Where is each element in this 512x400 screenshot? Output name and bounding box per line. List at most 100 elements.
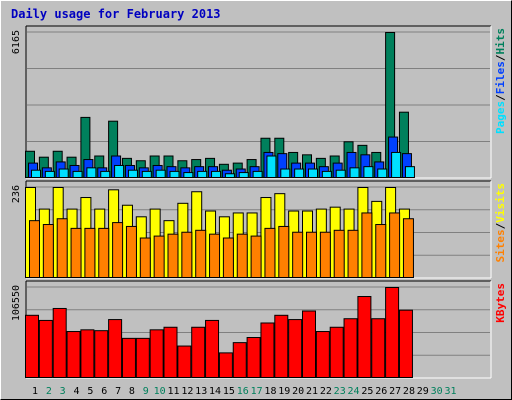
legend-separator: / <box>494 222 507 229</box>
x-axis-label-day-7: 7 <box>115 386 121 397</box>
bar-sites-day-19 <box>278 225 290 278</box>
x-axis-label-day-12: 12 <box>181 386 193 397</box>
bar-pages-day-17 <box>252 170 263 178</box>
x-axis-label-day-30: 30 <box>431 386 443 397</box>
bar-pages-day-2 <box>44 170 55 178</box>
bar-kbytes-day-18 <box>260 322 275 378</box>
x-axis-label-day-23: 23 <box>334 386 346 397</box>
x-axis-label-day-21: 21 <box>306 386 318 397</box>
bar-sites-day-1 <box>29 220 40 278</box>
bar-sites-day-28 <box>402 218 414 278</box>
bar-pages-day-1 <box>31 169 41 178</box>
bar-pages-day-16 <box>238 172 249 179</box>
bar-sites-day-9 <box>139 237 151 278</box>
x-axis-label-day-17: 17 <box>251 386 263 397</box>
x-axis-label-day-31: 31 <box>444 386 456 397</box>
x-axis-label-day-6: 6 <box>101 386 107 397</box>
x-axis-label-day-18: 18 <box>264 386 276 397</box>
bar-pages-day-9 <box>141 170 152 178</box>
bar-kbytes-day-26 <box>371 318 386 378</box>
x-axis-label-day-28: 28 <box>403 386 415 397</box>
bar-sites-day-5 <box>84 227 96 278</box>
bar-sites-day-11 <box>167 233 179 279</box>
y-axis-max-label: 236 <box>11 185 22 203</box>
bar-kbytes-day-21 <box>302 310 316 378</box>
x-axis-label-day-2: 2 <box>46 386 52 397</box>
x-axis-label-day-9: 9 <box>143 386 149 397</box>
bar-pages-day-11 <box>169 170 180 178</box>
x-axis-label-day-4: 4 <box>74 386 80 397</box>
bar-kbytes-day-11 <box>163 326 178 378</box>
bar-kbytes-day-16 <box>232 342 247 378</box>
x-axis-label-day-14: 14 <box>209 386 221 397</box>
bar-sites-day-3 <box>56 218 68 278</box>
bar-pages-day-19 <box>280 168 291 179</box>
bar-sites-day-14 <box>209 233 221 279</box>
bar-sites-day-24 <box>347 229 359 278</box>
bar-sites-day-2 <box>42 224 54 279</box>
bar-sites-day-21 <box>306 231 317 279</box>
x-axis-label-day-8: 8 <box>129 386 135 397</box>
x-axis-label-day-27: 27 <box>389 386 401 397</box>
bar-sites-day-13 <box>195 229 207 278</box>
legend-sites: Sites <box>494 229 507 262</box>
bar-pages-day-28 <box>404 166 415 179</box>
bar-pages-day-7 <box>114 164 125 178</box>
legend-separator: / <box>494 94 507 101</box>
bar-kbytes-day-17 <box>246 337 261 378</box>
bar-kbytes-day-4 <box>66 331 81 378</box>
y-axis-max-label: 6165 <box>11 30 22 54</box>
bar-pages-day-24 <box>349 167 360 178</box>
x-axis-label-day-5: 5 <box>87 386 93 397</box>
bar-pages-day-12 <box>183 172 194 179</box>
bar-kbytes-day-15 <box>218 352 233 379</box>
bar-pages-day-6 <box>100 170 111 178</box>
bar-sites-day-27 <box>389 212 401 279</box>
panel-background <box>26 26 491 178</box>
x-axis-label-day-20: 20 <box>292 386 304 397</box>
bar-sites-day-15 <box>222 237 234 278</box>
x-axis-label-day-29: 29 <box>417 386 429 397</box>
x-axis-label-day-24: 24 <box>348 386 360 397</box>
y-axis-max-label: 106550 <box>11 285 22 321</box>
bar-kbytes-day-1 <box>25 314 39 378</box>
bar-pages-day-14 <box>211 170 222 178</box>
bar-kbytes-day-22 <box>315 331 330 378</box>
legend-hits: Hits <box>494 28 507 55</box>
bar-sites-day-20 <box>292 231 304 279</box>
legend-kbytes: KBytes <box>494 283 507 323</box>
bar-pages-day-23 <box>335 169 346 178</box>
bar-pages-day-13 <box>197 170 208 178</box>
bar-pages-day-10 <box>155 169 166 178</box>
legend-visits: Visits <box>494 183 507 223</box>
bar-pages-day-5 <box>86 167 97 178</box>
x-axis-label-day-25: 25 <box>361 386 373 397</box>
legend-visits-sites: Sites/Visits <box>494 183 507 263</box>
x-axis-label-day-16: 16 <box>237 386 249 397</box>
bar-kbytes-day-25 <box>357 296 372 378</box>
bar-pages-day-18 <box>266 155 277 179</box>
bar-sites-day-26 <box>375 224 387 279</box>
bar-kbytes-day-8 <box>121 337 136 378</box>
legend-separator: / <box>494 54 507 61</box>
bar-pages-day-22 <box>321 170 332 178</box>
bar-pages-day-3 <box>58 168 69 179</box>
bar-sites-day-22 <box>319 231 331 279</box>
x-axis-label-day-26: 26 <box>375 386 387 397</box>
bar-kbytes-day-7 <box>108 319 123 378</box>
bar-pages-day-15 <box>224 173 235 178</box>
bar-sites-day-6 <box>98 227 110 278</box>
bar-sites-day-25 <box>361 212 373 279</box>
bar-kbytes-day-19 <box>274 314 289 378</box>
bar-sites-day-8 <box>125 225 137 278</box>
bar-sites-day-17 <box>250 235 262 278</box>
bar-kbytes-day-20 <box>288 319 303 378</box>
bar-pages-day-21 <box>308 168 318 179</box>
bar-sites-day-4 <box>70 227 82 278</box>
bar-sites-day-16 <box>236 233 248 279</box>
bar-pages-day-20 <box>294 168 305 179</box>
bar-kbytes-day-13 <box>191 326 206 378</box>
x-axis-label-day-22: 22 <box>320 386 332 397</box>
